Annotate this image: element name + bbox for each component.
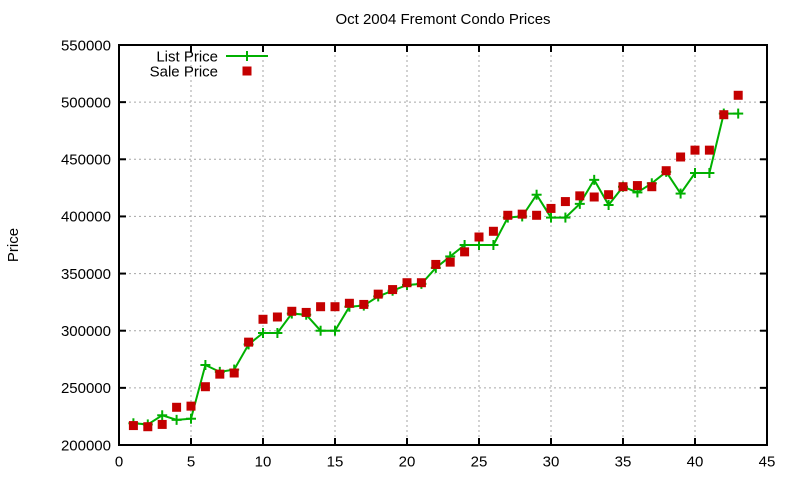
x-tick-label: 25	[471, 453, 488, 470]
sale-price-marker	[460, 247, 470, 257]
sale-price-marker	[532, 210, 542, 220]
x-tick-label: 15	[327, 453, 344, 470]
sale-price-marker	[215, 369, 225, 379]
sale-price-marker	[661, 166, 671, 176]
sale-price-marker	[272, 312, 282, 322]
sale-price-marker	[258, 314, 268, 324]
y-tick-label: 550000	[61, 37, 111, 54]
sale-price-marker	[229, 368, 239, 378]
sale-price-marker	[719, 110, 729, 120]
y-tick-label: 450000	[61, 152, 111, 169]
sale-price-marker	[402, 278, 412, 288]
sale-price-marker	[517, 209, 527, 219]
x-tick-label: 5	[187, 453, 195, 470]
sale-price-marker	[388, 285, 398, 295]
sale-price-marker	[330, 302, 340, 312]
sale-price-marker	[416, 278, 426, 288]
sale-price-marker	[431, 259, 441, 269]
sale-price-marker	[244, 337, 254, 347]
sale-price-marker	[344, 298, 354, 308]
y-tick-label: 400000	[61, 209, 111, 226]
x-tick-label: 35	[615, 453, 632, 470]
sale-price-marker	[359, 299, 369, 309]
sale-price-marker	[186, 401, 196, 411]
sale-price-marker	[647, 182, 657, 192]
sale-price-marker	[301, 307, 311, 317]
x-tick-label: 45	[759, 453, 776, 470]
x-tick-label: 30	[543, 453, 560, 470]
y-tick-label: 350000	[61, 266, 111, 283]
x-tick-label: 40	[687, 453, 704, 470]
sale-price-marker	[316, 302, 326, 312]
sale-price-marker	[488, 226, 498, 236]
sale-price-marker	[143, 422, 153, 432]
legend-label-list-price: List Price	[156, 48, 218, 65]
sale-price-marker	[157, 419, 167, 429]
legend-label-sale-price: Sale Price	[150, 63, 218, 80]
x-tick-label: 0	[115, 453, 123, 470]
x-tick-label: 10	[255, 453, 272, 470]
sale-price-marker	[589, 192, 599, 202]
sale-price-marker	[373, 289, 383, 299]
x-tick-label: 20	[399, 453, 416, 470]
plot-border	[118, 44, 768, 446]
sale-price-marker	[503, 210, 513, 220]
sale-price-marker	[445, 257, 455, 267]
sale-price-marker	[604, 190, 614, 200]
sale-price-marker	[200, 382, 210, 392]
sale-price-marker	[575, 191, 585, 201]
sale-price-marker	[128, 421, 138, 431]
sale-price-marker	[172, 402, 182, 412]
sale-price-marker	[546, 203, 556, 213]
sale-price-marker	[676, 152, 686, 162]
legend-sample-sale-price-marker	[242, 66, 252, 76]
sale-price-marker	[618, 182, 628, 192]
y-tick-label: 250000	[61, 380, 111, 397]
sale-price-marker	[474, 232, 484, 242]
y-tick-label: 500000	[61, 94, 111, 111]
sale-price-marker	[287, 306, 297, 316]
sale-price-marker	[560, 197, 570, 207]
sale-price-marker	[704, 145, 714, 155]
sale-price-marker	[690, 145, 700, 155]
y-tick-label: 300000	[61, 323, 111, 340]
y-tick-label: 200000	[61, 437, 111, 454]
sale-price-marker	[632, 181, 642, 191]
chart-title: Oct 2004 Fremont Condo Prices	[335, 11, 551, 28]
sale-price-marker	[733, 90, 743, 100]
